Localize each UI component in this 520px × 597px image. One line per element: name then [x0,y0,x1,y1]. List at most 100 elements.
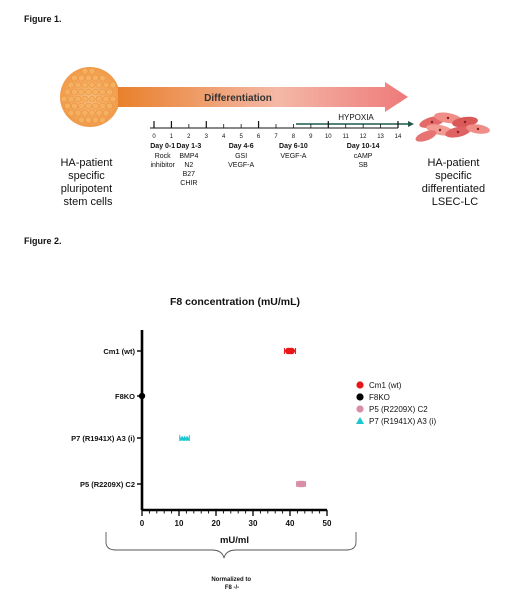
differentiation-arrow [118,82,408,112]
stem-cell [102,81,110,89]
stem-cell [74,95,82,103]
stem-cell [99,74,106,82]
stem-cell [92,116,99,124]
legend-label: P7 (R1941X) A3 (i) [369,417,436,426]
stem-cell [102,95,110,103]
stage-day-label: Day 0-1 [150,143,175,150]
legend-swatch [356,393,364,401]
timeline-tick-label: 0 [152,134,156,140]
timeline-tick-label: 12 [360,134,367,140]
timeline-ticks: 0 1 2 3 4 5 6 7 8 9 10 11 12 13 14 [152,121,402,140]
stem-cell [78,88,85,96]
figure-1-caption: Figure 1. [24,14,62,24]
stem-cell [74,109,82,117]
stem-cell [64,88,71,96]
stem-cell [88,95,96,103]
stage-factor-label: N2 [184,162,193,169]
y-tick-label: Cm1 (wt) [103,347,135,356]
stage-day-label: Day 6-10 [279,143,308,150]
stage-factor-label: VEGF-A [228,162,254,169]
stem-cell [99,88,106,96]
timeline-tick-label: 8 [292,134,296,140]
stem-cell [88,109,96,117]
right-cell-label: HA-patient specific differentiated LSEC-… [422,157,488,208]
timeline-tick-label: 3 [205,134,209,140]
timeline-tick-label: 11 [343,134,350,140]
timeline-tick-label: 7 [274,134,278,140]
stem-cell [64,102,71,110]
stage-day-label: Day 1-3 [176,143,201,150]
data-point [288,347,295,355]
stem-cell [85,74,92,82]
stem-cell [95,95,103,103]
hypoxia-label: HYPOXIA [338,113,374,122]
y-tick-label: F8KO [115,392,135,401]
timeline-tick-label: 2 [187,134,191,140]
timeline-tick-label: 9 [309,134,313,140]
hypoxia-arrowhead [408,121,414,127]
stage-factor-label: VEGF-A [280,153,306,160]
timeline-tick-label: 13 [377,134,384,140]
stem-cell [78,74,85,82]
timeline-tick-label: 5 [239,134,243,140]
stem-cell [92,74,99,82]
stem-cell [67,95,75,103]
x-tick-label: 20 [212,519,221,528]
stage-factor-label: inhibitor [150,162,175,169]
chart-title: F8 concentration (mU/mL) [170,296,300,308]
y-tick-label: P7 (R1941X) A3 (i) [71,434,135,443]
stem-cell [85,116,92,124]
figure-2-chart: F8 concentration (mU/mL) Cm1 (wt) F8KO P7 … [71,296,436,591]
normalization-note: Normalized to F8 -/- [211,577,252,591]
stem-cell [88,81,96,89]
timeline-tick-label: 4 [222,134,226,140]
stage-factor-label: CHIR [180,180,197,187]
stage-factor-label: B27 [183,171,196,178]
stage-day-label: Day 10-14 [347,143,380,150]
timeline-tick-label: 10 [325,134,332,140]
stage-labels: Day 0-1 Rock inhibitor Day 1-3 BMP4 N2 B27 CHIR… [150,143,379,187]
chart-plot-area: Cm1 (wt) F8KO P7 (R1941X) A3 (i) P5 (R2209X… [71,330,332,546]
timeline-tick-label: 6 [257,134,261,140]
stem-cell [71,88,78,96]
stage-factor-label: Rock [155,153,171,160]
stage-factor-label: SB [358,162,368,169]
stem-cell [81,95,89,103]
data-point [184,435,190,441]
x-tick-label: 30 [249,519,258,528]
stage-factor-label: cAMP [354,153,373,160]
stem-cell-cluster [60,67,120,127]
stem-cell [71,102,78,110]
stem-cell [85,88,92,96]
stem-cell [67,81,75,89]
differentiation-label: Differentiation [204,93,272,104]
stage-factor-label: BMP4 [179,153,198,160]
stem-cell [92,102,99,110]
data-point [138,392,146,400]
stem-cell [99,102,106,110]
timeline-tick-label: 1 [170,134,174,140]
normalization-brace [105,532,357,559]
stem-cell [78,116,85,124]
stem-cell [95,109,103,117]
stem-cell [102,109,110,117]
x-tick-label: 50 [323,519,332,528]
stem-cell [81,67,89,75]
figure-1-diagram: Differentiation HYPOXIA 0 1 2 3 4 5 6 7 8 9 10 11 12… [60,67,490,208]
figure-2-caption: Figure 2. [24,236,62,246]
lsec-cell-cluster [415,112,490,142]
stage-factor-label: GSI [235,153,247,160]
y-tick-label: P5 (R2209X) C2 [80,480,135,489]
stem-cell [88,67,96,75]
stem-cell [92,88,99,96]
legend-label: Cm1 (wt) [369,381,402,390]
x-axis-label: mU/ml [220,535,249,546]
stem-cell [71,74,78,82]
stem-cell [95,81,103,89]
x-tick-label: 40 [286,519,295,528]
stem-cell [74,81,82,89]
data-point [299,480,307,488]
stem-cell [81,81,89,89]
legend-swatch [356,405,364,413]
stem-cell [60,95,68,103]
